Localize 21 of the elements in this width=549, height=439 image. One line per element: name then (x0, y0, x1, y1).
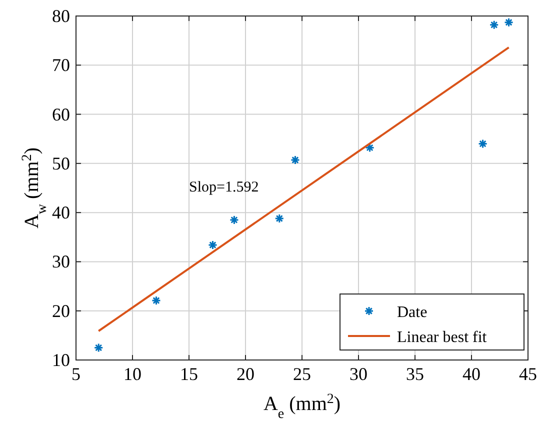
y-tick-label: 70 (52, 55, 70, 76)
y-tick-label: 10 (52, 350, 70, 370)
y-tick-label: 20 (52, 300, 70, 321)
x-axis-title: A$_{e}$ (mm$^{2}$) (263, 392, 341, 422)
x-tick-label: 25 (293, 364, 311, 384)
y-tick-label: 40 (52, 202, 70, 223)
y-tick-label: 30 (52, 252, 70, 272)
y-tick-label: 50 (52, 153, 70, 174)
x-tick-label: 30 (350, 364, 368, 384)
legend-label: Date (397, 304, 428, 321)
x-tick-label: 5 (72, 364, 80, 384)
y-tick-label: 60 (52, 104, 70, 124)
x-tick-label: 20 (236, 364, 254, 384)
x-tick-label: 45 (519, 364, 537, 384)
x-tick-label: 15 (180, 364, 198, 384)
y-tick-label: 80 (52, 6, 70, 26)
annotation: Slop=1.592 (189, 179, 259, 196)
x-tick-label: 40 (462, 364, 480, 384)
x-tick-label: 10 (124, 364, 142, 384)
legend-label: Linear best fit (397, 329, 488, 346)
x-tick-label: 35 (406, 364, 424, 384)
